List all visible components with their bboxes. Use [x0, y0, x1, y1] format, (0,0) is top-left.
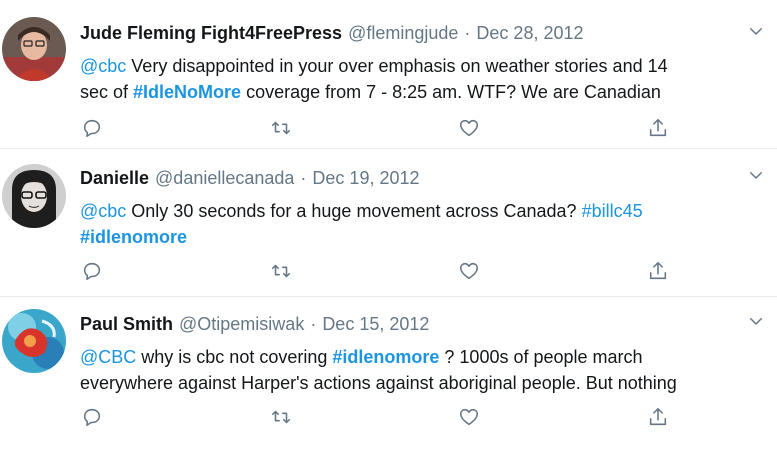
separator: · [464, 23, 471, 43]
reply-icon[interactable] [80, 116, 104, 140]
tweet[interactable]: Danielle @daniellecanada · Dec 19, 2012 … [0, 149, 777, 297]
reply-icon[interactable] [80, 405, 104, 429]
mention-link[interactable]: @CBC [80, 347, 137, 367]
avatar-image [2, 309, 66, 373]
author-handle[interactable]: @Otipemisiwak [179, 314, 305, 334]
author-name[interactable]: Jude Fleming Fight4FreePress [80, 23, 343, 43]
reply-icon[interactable] [80, 259, 104, 283]
hashtag-link[interactable]: #billc45 [581, 201, 643, 221]
text-segment: ? 1000s of people march [439, 347, 643, 367]
author-name[interactable]: Danielle [80, 168, 150, 188]
mention-link[interactable]: @cbc [80, 201, 127, 221]
separator: · [300, 168, 307, 188]
separator: · [310, 314, 317, 334]
text-segment: coverage from 7 - 8:25 am. WTF? We are C… [241, 82, 661, 102]
hashtag-link[interactable]: #idlenomore [332, 347, 440, 367]
tweet-header: Danielle @daniellecanada · Dec 19, 2012 [80, 168, 765, 192]
text-segment: Only 30 seconds for a huge movement acro… [126, 201, 582, 221]
share-icon[interactable] [646, 259, 670, 283]
chevron-down-icon[interactable] [747, 22, 765, 40]
tweet-text: @CBC why is cbc not covering #idlenomore… [80, 344, 755, 396]
text-segment: why is cbc not covering [136, 347, 333, 367]
like-icon[interactable] [457, 116, 481, 140]
author-handle[interactable]: @flemingjude [348, 23, 459, 43]
tweet-actions [80, 116, 670, 140]
tweet-text: @cbc Very disappointed in your over emph… [80, 53, 755, 105]
like-icon[interactable] [457, 405, 481, 429]
author-name[interactable]: Paul Smith [80, 314, 174, 334]
chevron-down-icon[interactable] [747, 312, 765, 330]
text-segment: sec of [80, 82, 134, 102]
share-icon[interactable] [646, 405, 670, 429]
avatar[interactable] [2, 17, 66, 81]
retweet-icon[interactable] [269, 116, 293, 140]
like-icon[interactable] [457, 259, 481, 283]
tweet[interactable]: Jude Fleming Fight4FreePress @flemingjud… [0, 0, 777, 149]
retweet-icon[interactable] [269, 259, 293, 283]
tweet-content: Jude Fleming Fight4FreePress @flemingjud… [80, 23, 765, 105]
tweet-date[interactable]: Dec 19, 2012 [312, 168, 420, 188]
tweet-date[interactable]: Dec 28, 2012 [476, 23, 584, 43]
author-handle[interactable]: @daniellecanada [155, 168, 295, 188]
avatar-image [2, 164, 66, 228]
text-segment: everywhere against Harper's actions agai… [80, 373, 677, 393]
chevron-down-icon[interactable] [747, 166, 765, 184]
hashtag-link[interactable]: #IdleNoMore [133, 82, 242, 102]
tweet-content: Danielle @daniellecanada · Dec 19, 2012 … [80, 168, 765, 250]
tweet-actions [80, 405, 670, 429]
tweet[interactable]: Paul Smith @Otipemisiwak · Dec 15, 2012 … [0, 297, 777, 455]
avatar[interactable] [2, 164, 66, 228]
retweet-icon[interactable] [269, 405, 293, 429]
avatar[interactable] [2, 309, 66, 373]
tweet-header: Paul Smith @Otipemisiwak · Dec 15, 2012 [80, 314, 765, 338]
hashtag-link[interactable]: #idlenomore [80, 227, 188, 247]
share-icon[interactable] [646, 116, 670, 140]
tweet-content: Paul Smith @Otipemisiwak · Dec 15, 2012 … [80, 314, 765, 396]
tweet-header: Jude Fleming Fight4FreePress @flemingjud… [80, 23, 765, 47]
tweet-date[interactable]: Dec 15, 2012 [322, 314, 430, 334]
avatar-image [2, 17, 66, 81]
tweet-actions [80, 259, 670, 283]
text-segment: Very disappointed in your over emphasis … [126, 56, 668, 76]
mention-link[interactable]: @cbc [80, 56, 127, 76]
tweet-text: @cbc Only 30 seconds for a huge movement… [80, 198, 755, 250]
